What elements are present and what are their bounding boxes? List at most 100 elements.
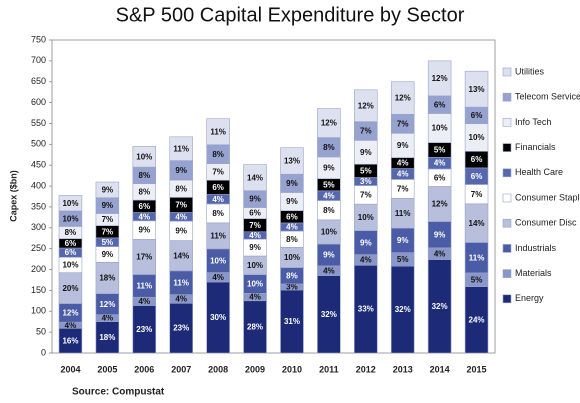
data-label: 32%: [432, 302, 448, 311]
data-label: 6%: [471, 172, 483, 181]
data-label: 9%: [102, 186, 114, 195]
data-label: 11%: [137, 281, 153, 290]
data-label: 12%: [358, 101, 374, 110]
bar-segment: [206, 118, 230, 146]
data-label: 10%: [284, 253, 300, 262]
data-label: 7%: [360, 190, 372, 199]
legend-label: Industrials: [515, 243, 557, 253]
data-label: 4%: [286, 223, 298, 232]
x-tick-label: 2013: [393, 364, 413, 374]
legend-label: Materials: [515, 268, 552, 278]
data-label: 12%: [99, 300, 115, 309]
data-label: 9%: [249, 243, 261, 252]
y-tick-label: 0: [41, 347, 46, 357]
x-tick-label: 2010: [282, 364, 302, 374]
y-tick-label: 100: [31, 306, 46, 316]
data-label: 5%: [397, 255, 409, 264]
data-label: 8%: [139, 171, 151, 180]
data-label: 4%: [360, 256, 372, 265]
data-label: 6%: [139, 202, 151, 211]
data-label: 10%: [136, 152, 152, 161]
data-label: 9%: [175, 226, 187, 235]
data-label: 9%: [102, 201, 114, 210]
data-label: 9%: [286, 179, 298, 188]
y-tick-label: 550: [31, 118, 46, 128]
bar-segment: [354, 89, 378, 123]
data-label: 6%: [471, 155, 483, 164]
data-label: 8%: [286, 271, 298, 280]
y-tick-label: 600: [31, 97, 46, 107]
data-label: 4%: [212, 195, 224, 204]
data-label: 18%: [99, 274, 115, 283]
y-tick-label: 400: [31, 180, 46, 190]
source-note: Source: Compustat: [72, 387, 165, 398]
data-label: 14%: [173, 251, 189, 260]
bar-segment: [427, 60, 452, 97]
legend-swatch: [502, 269, 512, 278]
data-label: 13%: [284, 157, 300, 166]
data-label: 11%: [395, 209, 411, 218]
bar-segment: [317, 108, 341, 138]
data-label: 13%: [469, 85, 485, 94]
data-label: 6%: [434, 173, 446, 182]
data-label: 23%: [136, 325, 152, 334]
y-tick-label: 150: [31, 285, 46, 295]
data-label: 33%: [358, 305, 374, 314]
data-label: 4%: [249, 231, 261, 240]
y-tick-label: 250: [31, 243, 46, 253]
bar-segment: [464, 70, 489, 108]
data-label: 31%: [284, 317, 300, 326]
data-label: 14%: [469, 219, 485, 228]
data-label: 10%: [62, 214, 78, 223]
bar-segment: [280, 147, 304, 175]
data-label: 12%: [321, 119, 337, 128]
x-tick-label: 2014: [430, 364, 450, 374]
x-tick-label: 2006: [134, 364, 154, 374]
data-label: 10%: [210, 256, 226, 265]
data-label: 23%: [173, 324, 189, 333]
plot-frame: [51, 39, 496, 354]
data-label: 9%: [434, 230, 446, 239]
legend-swatch: [502, 218, 512, 228]
data-label: 11%: [173, 144, 189, 153]
y-axis-label: Capex ($bn): [8, 170, 18, 222]
legend-label: Energy: [515, 293, 544, 303]
data-label: 9%: [397, 236, 409, 245]
legend-label: Health Care: [515, 167, 563, 177]
legend-label: Consumer Disc: [515, 218, 577, 228]
data-label: 12%: [432, 200, 448, 209]
data-label: 28%: [247, 322, 263, 331]
y-tick-label: 750: [31, 34, 46, 44]
data-label: 6%: [65, 239, 77, 248]
data-label: 7%: [212, 168, 224, 177]
data-label: 6%: [434, 100, 446, 109]
data-label: 9%: [360, 148, 372, 157]
bar-segment: [58, 195, 83, 212]
data-label: 4%: [175, 295, 187, 304]
data-label: 4%: [434, 159, 446, 168]
data-label: 3%: [286, 283, 298, 292]
data-label: 32%: [321, 310, 337, 319]
bar-segment: [132, 146, 157, 168]
x-tick-label: 2009: [245, 364, 265, 374]
data-label: 5%: [360, 167, 372, 176]
legend-label: Consumer Staples: [515, 192, 580, 202]
legend-label: Info Tech: [515, 117, 551, 127]
data-label: 8%: [323, 206, 335, 215]
data-label: 32%: [395, 305, 411, 314]
legend-swatch: [502, 92, 512, 102]
data-label: 7%: [360, 127, 372, 136]
data-label: 12%: [395, 94, 411, 103]
legend-label: Telecom Services: [515, 92, 580, 102]
data-label: 10%: [358, 213, 374, 222]
data-label: 10%: [432, 124, 448, 133]
data-label: 5%: [323, 180, 335, 189]
legend-swatch: [502, 143, 512, 152]
chart-title: S&P 500 Capital Expenditure by Sector: [116, 4, 465, 26]
data-label: 8%: [286, 235, 298, 244]
bar-segment: [243, 164, 267, 192]
data-label: 4%: [139, 212, 151, 221]
x-tick-label: 2005: [97, 364, 117, 374]
data-label: 4%: [175, 212, 187, 221]
x-tick-label: 2015: [467, 364, 487, 374]
